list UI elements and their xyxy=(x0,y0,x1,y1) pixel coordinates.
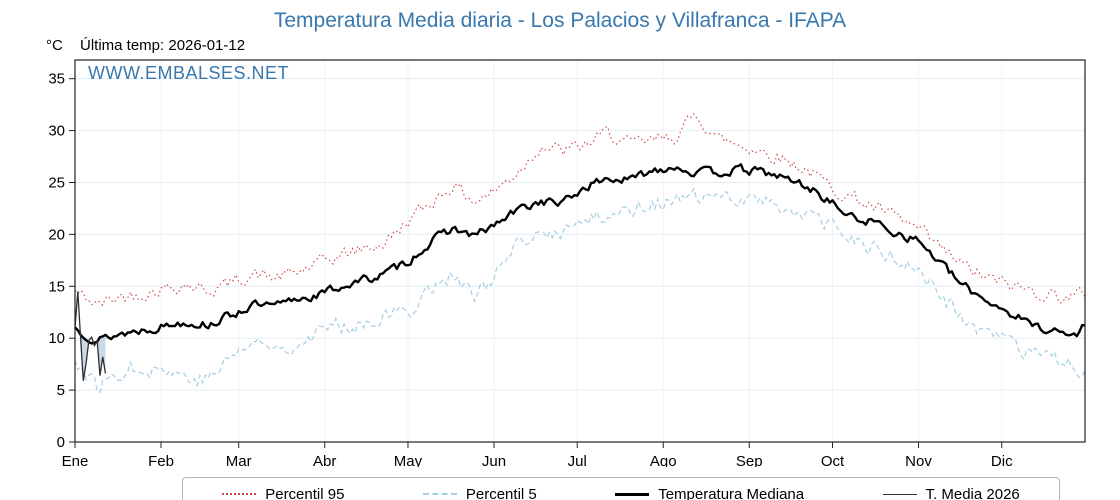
legend-item-t-media-2026: T. Media 2026 xyxy=(882,484,1020,500)
x-tick-label: Ene xyxy=(62,453,89,467)
series-percentil-95 xyxy=(74,112,1086,307)
x-tick-label: Abr xyxy=(313,453,336,467)
last-temp-label: Última temp: 2026-01-12 xyxy=(80,37,246,54)
percentil-5-line-sample-icon xyxy=(422,493,457,495)
x-tick-label: Mar xyxy=(226,453,252,467)
x-tick-label: Oct xyxy=(821,453,845,467)
legend-item-percentil-95: Percentil 95 xyxy=(222,484,344,500)
temperature-chart: 0 5 10 15 20 25 30 35 Ene Feb Mar Abr May Jun Jul Ago Se… xyxy=(48,59,1086,467)
series-temperatura-mediana xyxy=(74,163,1086,345)
y-tick-label: 5 xyxy=(57,382,65,399)
x-tick-label: Sep xyxy=(736,453,763,467)
y-tick-label: 30 xyxy=(48,123,65,140)
legend-label-percentil-95: Percentil 95 xyxy=(265,485,345,500)
x-tick-label: Feb xyxy=(148,453,174,467)
t-media-2026-line-sample-icon xyxy=(882,493,917,495)
legend-label-t-media-2026: T. Media 2026 xyxy=(925,485,1020,500)
watermark: WWW.EMBALSES.NET xyxy=(88,63,290,83)
y-tick-label: 10 xyxy=(48,330,65,347)
x-tick-label: Nov xyxy=(905,453,932,467)
plot-border xyxy=(74,59,1086,443)
y-tick-label: 15 xyxy=(48,278,65,295)
y-tick-label: 20 xyxy=(48,226,65,243)
x-tick-label: Jul xyxy=(568,453,587,467)
series-percentil-5 xyxy=(74,186,1086,393)
legend-label-percentil-5: Percentil 5 xyxy=(465,485,537,500)
x-tick-label: May xyxy=(394,453,423,467)
x-tick-label: Jun xyxy=(482,453,506,467)
y-tick-label: 0 xyxy=(57,434,65,451)
legend-label-temperatura-mediana: Temperatura Mediana xyxy=(658,485,805,500)
legend: Percentil 95 Percentil 5 Temperatura Med… xyxy=(182,477,1060,500)
legend-item-temperatura-mediana: Temperatura Mediana xyxy=(615,484,804,500)
y-tick-label: 35 xyxy=(48,71,65,88)
y-axis-unit-label: °C xyxy=(46,37,63,54)
series-t-media-2026 xyxy=(74,291,107,381)
y-tick-label: 25 xyxy=(48,174,65,191)
x-tick-label: Ago xyxy=(650,453,677,467)
page-title: Temperatura Media diaria - Los Palacios … xyxy=(273,9,847,32)
x-tick-label: Dic xyxy=(991,453,1013,467)
legend-item-percentil-5: Percentil 5 xyxy=(422,484,537,500)
temperatura-mediana-line-sample-icon xyxy=(615,492,650,496)
percentil-95-line-sample-icon xyxy=(222,493,257,495)
